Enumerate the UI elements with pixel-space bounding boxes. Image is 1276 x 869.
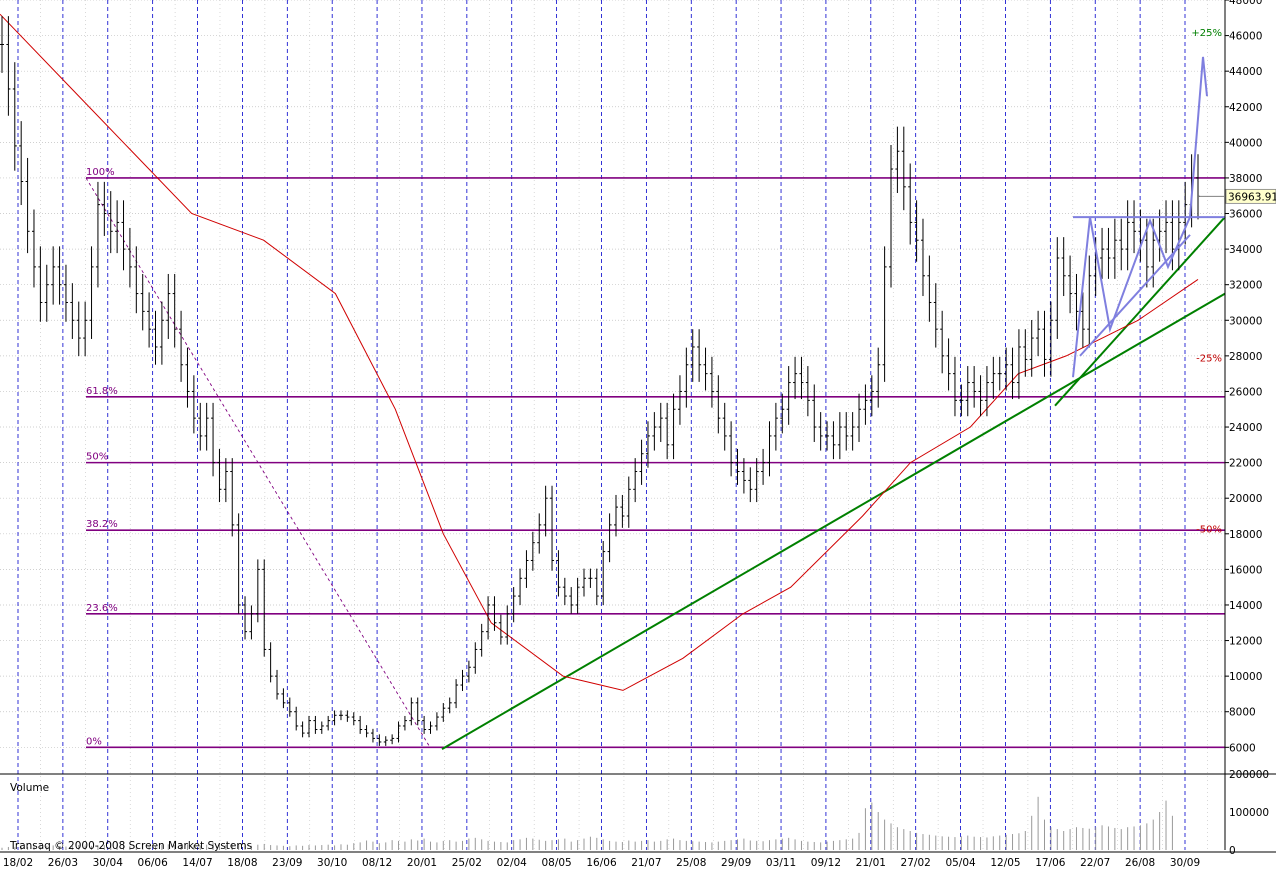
volume-tick-label: 0 bbox=[1229, 845, 1236, 857]
x-tick-label: 30/10 bbox=[317, 857, 347, 869]
fibonacci-label: 61.8% bbox=[86, 386, 118, 397]
x-tick-label: 05/04 bbox=[945, 857, 976, 869]
price-tick-label: 32000 bbox=[1229, 280, 1262, 292]
x-tick-label: 06/06 bbox=[138, 857, 169, 869]
fibonacci-diagonal bbox=[85, 177, 431, 748]
last-price-box bbox=[1225, 188, 1276, 204]
price-tick-label: 36000 bbox=[1229, 209, 1262, 221]
price-tick-label: 14000 bbox=[1229, 600, 1262, 612]
price-tick-label: 18000 bbox=[1229, 529, 1262, 541]
price-tick-label: 26000 bbox=[1229, 386, 1262, 398]
price-tick-label: 40000 bbox=[1229, 137, 1262, 149]
price-tick-label: 44000 bbox=[1229, 66, 1262, 78]
x-tick-label: 18/02 bbox=[3, 857, 33, 869]
x-tick-label: 27/02 bbox=[901, 857, 931, 869]
short-trendline bbox=[1054, 216, 1226, 407]
x-tick-label: 08/12 bbox=[362, 857, 392, 869]
x-tick-label: 29/09 bbox=[721, 857, 751, 869]
copyright-text: Transaq © 2000-2008 Screen Market System… bbox=[9, 840, 252, 852]
fibonacci-label: 0% bbox=[86, 736, 102, 747]
pattern-support bbox=[1079, 234, 1191, 357]
pattern-path bbox=[1072, 56, 1208, 378]
price-tick-label: 8000 bbox=[1229, 707, 1256, 719]
fibonacci-label: 23.6% bbox=[86, 603, 118, 614]
price-tick-label: 28000 bbox=[1229, 351, 1262, 363]
volume-panel-label: Volume bbox=[10, 782, 49, 794]
price-tick-label: 20000 bbox=[1229, 493, 1262, 505]
x-tick-label: 25/02 bbox=[452, 857, 482, 869]
x-tick-label: 02/04 bbox=[497, 857, 528, 869]
price-tick-label: 34000 bbox=[1229, 244, 1262, 256]
price-tick-label: 38000 bbox=[1229, 173, 1262, 185]
trendlines bbox=[441, 216, 1226, 750]
price-tick-label: 30000 bbox=[1229, 315, 1262, 327]
pattern-lines bbox=[1072, 56, 1225, 378]
x-tick-label: 20/01 bbox=[407, 857, 437, 869]
x-tick-label: 09/12 bbox=[811, 857, 841, 869]
fibonacci-levels: 100% 61.8% 50% 38.2% 23.6% 0% bbox=[85, 167, 1225, 749]
vertical-gridlines bbox=[17, 0, 1208, 850]
x-tick-label: 03/11 bbox=[766, 857, 796, 869]
x-tick-label: 23/09 bbox=[272, 857, 302, 869]
fibonacci-label: 50% bbox=[86, 452, 108, 463]
price-tick-label: 46000 bbox=[1229, 31, 1262, 43]
price-tick-label: 42000 bbox=[1229, 102, 1262, 114]
x-tick-label: 14/07 bbox=[182, 857, 212, 869]
x-tick-label: 17/06 bbox=[1035, 857, 1066, 869]
x-tick-label: 25/08 bbox=[676, 857, 706, 869]
percent-annotation: +25% bbox=[1191, 28, 1222, 39]
price-tick-label: 6000 bbox=[1229, 742, 1256, 754]
x-tick-label: 26/08 bbox=[1125, 857, 1155, 869]
x-tick-label: 22/07 bbox=[1080, 857, 1110, 869]
fibonacci-label: 100% bbox=[86, 167, 115, 178]
annotations: +25% -25% -50% bbox=[1191, 28, 1222, 535]
x-tick-label: 21/07 bbox=[631, 857, 661, 869]
x-tick-label: 30/04 bbox=[93, 857, 124, 869]
x-tick-label: 16/06 bbox=[586, 857, 617, 869]
percent-annotation: -50% bbox=[1196, 524, 1222, 535]
fibonacci-label: 38.2% bbox=[86, 519, 118, 530]
price-tick-label: 10000 bbox=[1229, 671, 1262, 683]
x-tick-label: 18/08 bbox=[227, 857, 257, 869]
volume-tick-label: 100000 bbox=[1229, 807, 1269, 819]
volume-tick-label: 200000 bbox=[1229, 769, 1269, 781]
price-tick-label: 12000 bbox=[1229, 636, 1262, 648]
price-axis-ticks: 6000 8000 10000 12000 14000 16000 18000 20000 22… bbox=[1225, 0, 1262, 754]
x-tick-label: 21/01 bbox=[856, 857, 886, 869]
x-tick-label: 26/03 bbox=[48, 857, 78, 869]
x-tick-label: 08/05 bbox=[541, 857, 571, 869]
price-tick-label: 22000 bbox=[1229, 458, 1262, 470]
last-price-label: 36963.91 bbox=[1198, 188, 1276, 204]
volume-bars bbox=[1, 796, 1173, 850]
price-tick-label: 24000 bbox=[1229, 422, 1262, 434]
price-tick-label: 48000 bbox=[1229, 0, 1262, 7]
long-trendline bbox=[441, 292, 1226, 750]
x-tick-label: 12/05 bbox=[990, 857, 1020, 869]
price-tick-label: 16000 bbox=[1229, 564, 1262, 576]
x-tick-label: 30/09 bbox=[1170, 857, 1200, 869]
moving-average-line bbox=[0, 13, 1199, 691]
volume-axis-ticks: 0 100000 200000 bbox=[1229, 769, 1269, 857]
x-axis-ticks: 18/02 26/03 30/04 06/06 14/07 18/08 23/09 30/10… bbox=[3, 857, 1200, 869]
percent-annotation: -25% bbox=[1196, 354, 1222, 365]
last-price-text: 36963.91 bbox=[1228, 191, 1276, 203]
